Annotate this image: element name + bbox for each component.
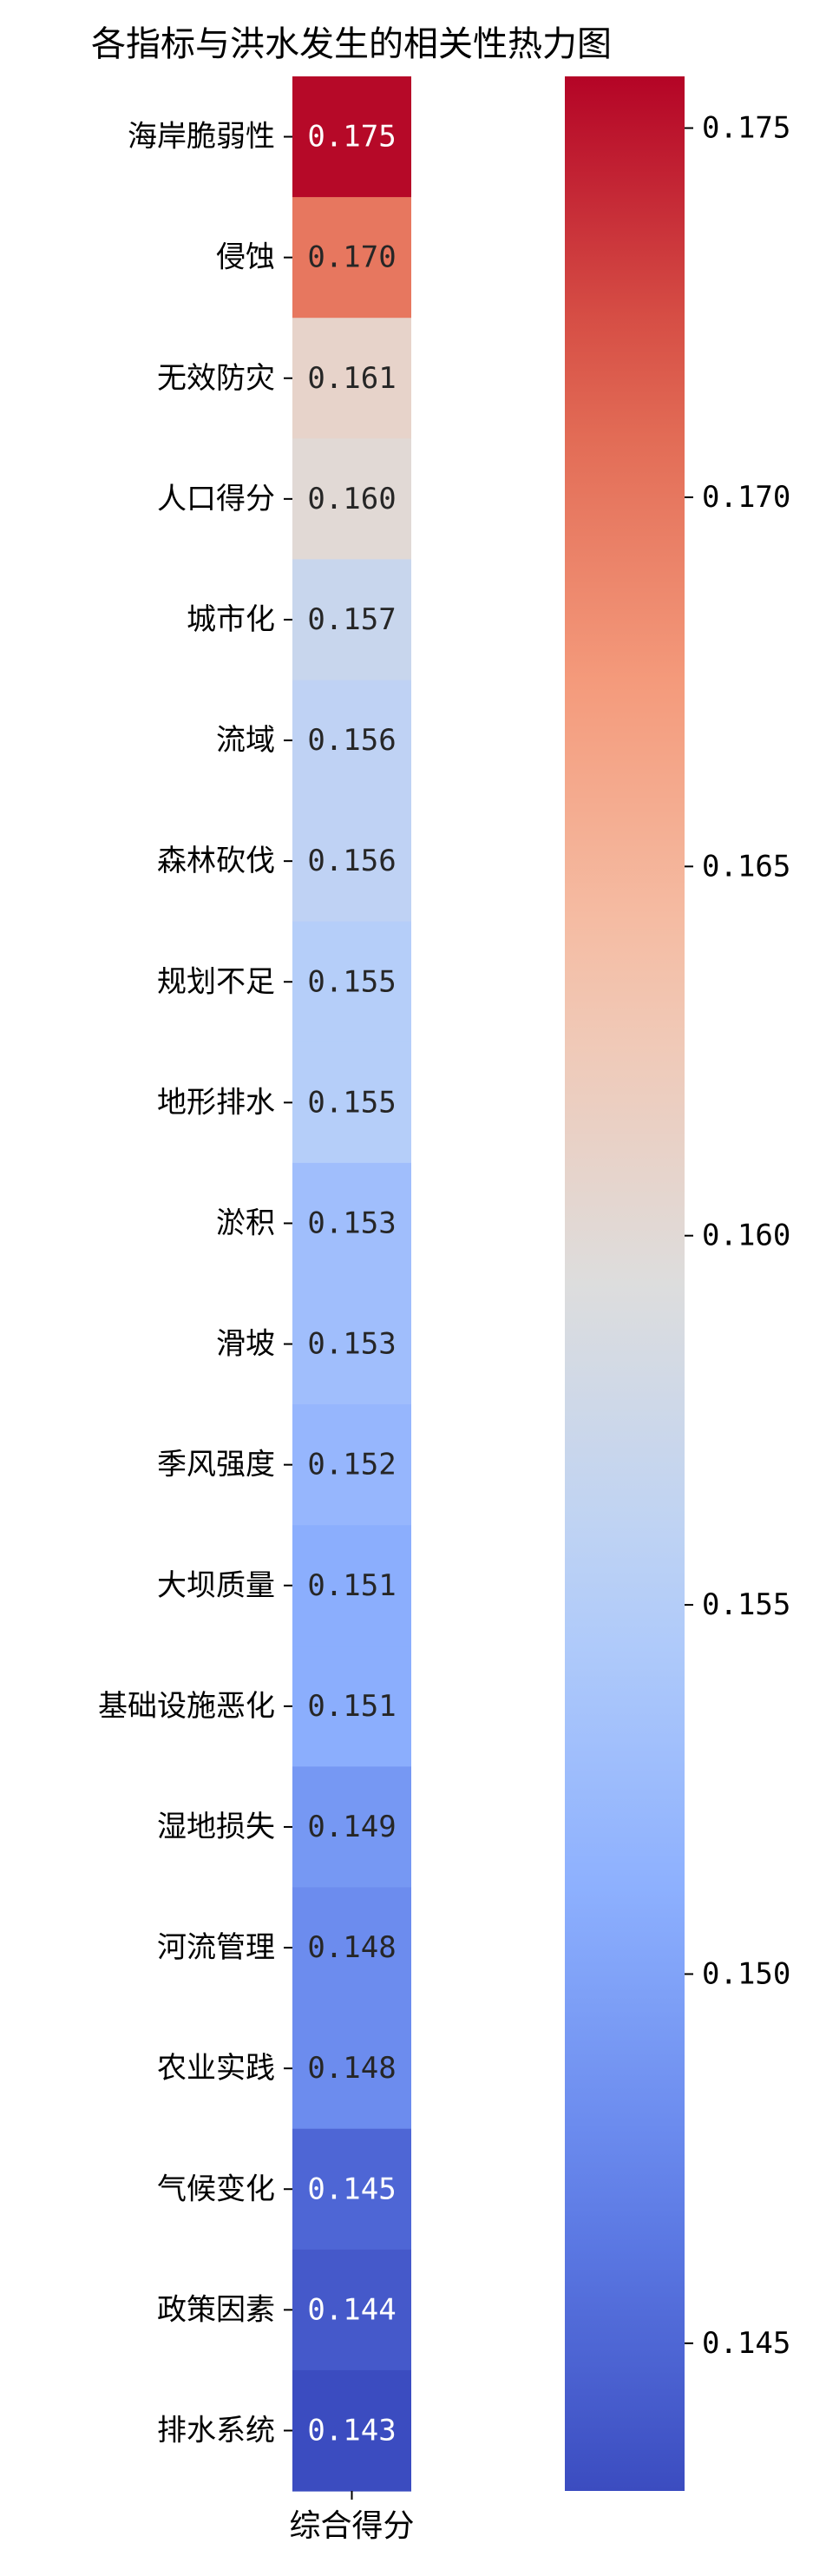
cell-value-label: 0.175 — [307, 120, 396, 154]
cell-value-label: 0.161 — [307, 361, 396, 396]
row-label: 季风强度 — [157, 1448, 275, 1482]
cell-value-label: 0.153 — [307, 1206, 396, 1240]
row-label: 侵蚀 — [216, 240, 275, 275]
heatmap-cell — [292, 2008, 411, 2130]
heatmap-cell — [292, 1766, 411, 1889]
cell-value-label: 0.145 — [307, 2172, 396, 2206]
heatmap-cell — [292, 1646, 411, 1767]
heatmap-cell — [292, 438, 411, 560]
cell-value-label: 0.149 — [307, 1810, 396, 1844]
heatmap-cell — [292, 800, 411, 923]
colorbar-tick-label: 0.160 — [702, 1219, 790, 1253]
colorbar-tick-label: 0.170 — [702, 480, 790, 515]
row-label: 排水系统 — [157, 2413, 275, 2448]
colorbar: 0.145 0.150 0.155 0.160 0.165 0.170 0.175 — [565, 76, 790, 2491]
colorbar-tick-label: 0.145 — [702, 2326, 790, 2361]
row-label: 流域 — [216, 723, 275, 758]
row-label: 基础设施恶化 — [98, 1689, 275, 1724]
heatmap-cell — [292, 559, 411, 681]
heatmap-cell — [292, 921, 411, 1043]
colorbar-gradient — [565, 76, 685, 2491]
chart-title: 各指标与洪水发生的相关性热力图 — [91, 24, 612, 64]
row-label: 森林砍伐 — [157, 844, 275, 878]
row-label: 人口得分 — [157, 482, 275, 516]
cell-value-label: 0.151 — [307, 1568, 396, 1603]
column-labels: 综合得分 — [289, 2491, 415, 2544]
cell-value-label: 0.144 — [307, 2292, 396, 2327]
heatmap-cell — [292, 1404, 411, 1526]
row-label: 政策因素 — [157, 2292, 275, 2327]
heatmap-cell — [292, 318, 411, 439]
row-label: 湿地损失 — [157, 1810, 275, 1844]
row-label: 规划不足 — [157, 964, 275, 999]
colorbar-tick-label: 0.165 — [702, 849, 790, 884]
row-label: 海岸脆弱性 — [128, 120, 275, 154]
cell-value-label: 0.157 — [307, 602, 396, 637]
heatmap-cells: 0.175 0.170 0.161 0.160 0.157 0.156 0.156 0.155… — [292, 76, 411, 2492]
cell-value-label: 0.143 — [307, 2413, 396, 2448]
colorbar-tick-label: 0.175 — [702, 111, 790, 146]
heatmap-cell — [292, 2128, 411, 2251]
column-label: 综合得分 — [289, 2508, 414, 2544]
cell-value-label: 0.156 — [307, 723, 396, 758]
row-label: 地形排水 — [157, 1085, 275, 1120]
heatmap-cell — [292, 76, 411, 198]
heatmap-cell — [292, 680, 411, 802]
heatmap-cell — [292, 1887, 411, 2009]
heatmap-cell — [292, 1162, 411, 1285]
cell-value-label: 0.148 — [307, 2051, 396, 2086]
row-label: 滑坡 — [216, 1327, 275, 1362]
cell-value-label: 0.148 — [307, 1930, 396, 1965]
cell-value-label: 0.152 — [307, 1448, 396, 1482]
cell-value-label: 0.160 — [307, 482, 396, 516]
cell-value-label: 0.151 — [307, 1689, 396, 1724]
colorbar-tick-label: 0.155 — [702, 1587, 790, 1622]
heatmap-cell — [292, 1042, 411, 1164]
cell-value-label: 0.153 — [307, 1327, 396, 1362]
cell-value-label: 0.170 — [307, 240, 396, 275]
colorbar-tick-label: 0.150 — [702, 1956, 790, 1991]
row-label: 大坝质量 — [157, 1568, 275, 1603]
row-label: 淤积 — [216, 1206, 275, 1240]
row-label: 农业实践 — [157, 2051, 275, 2086]
row-label: 无效防灾 — [157, 361, 275, 396]
heatmap-cell — [292, 1525, 411, 1646]
cell-value-label: 0.155 — [307, 964, 396, 999]
heatmap-cell — [292, 197, 411, 319]
cell-value-label: 0.156 — [307, 844, 396, 878]
heatmap-cell — [292, 2369, 411, 2492]
heatmap-cell — [292, 1284, 411, 1405]
heatmap-cell — [292, 2249, 411, 2371]
row-label: 气候变化 — [157, 2172, 275, 2206]
row-label: 河流管理 — [157, 1930, 275, 1965]
row-labels: 海岸脆弱性侵蚀无效防灾人口得分城市化流域森林砍伐规划不足地形排水淤积滑坡季风强度… — [98, 120, 292, 2448]
row-label: 城市化 — [187, 602, 275, 637]
cell-value-label: 0.155 — [307, 1085, 396, 1120]
